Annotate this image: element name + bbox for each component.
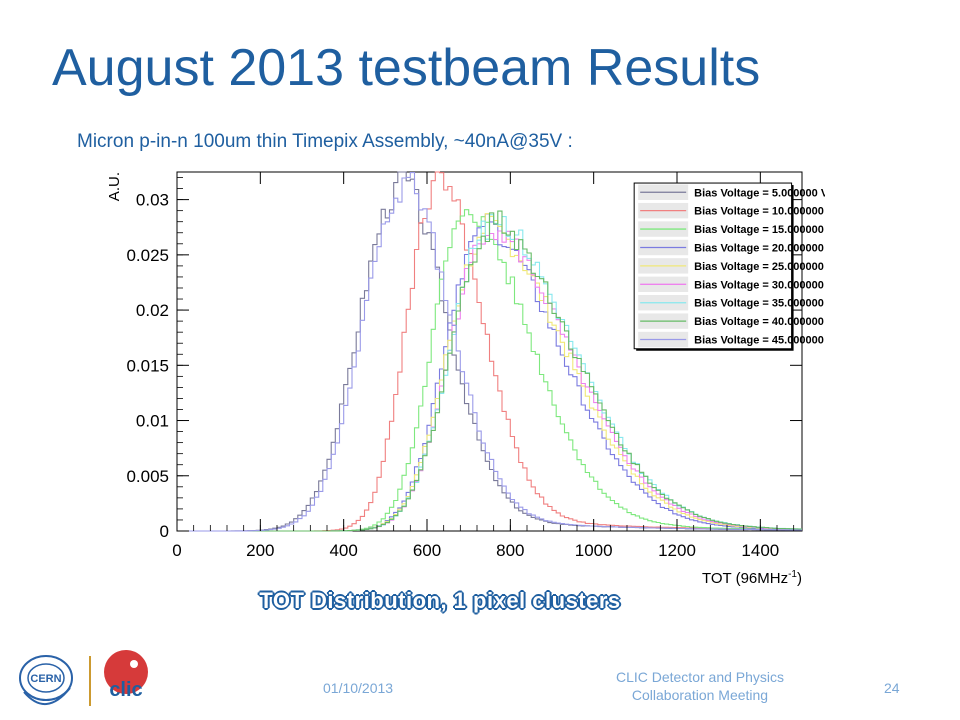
x-tick-label: 600 [413, 541, 441, 560]
footer-conference-line1: CLIC Detector and Physics [615, 669, 785, 685]
legend-entry: Bias Voltage = 35.000000 V [694, 298, 825, 310]
logos: CERN clic [19, 650, 148, 706]
chart-caption: TOT Distribution, 1 pixel clusters [259, 588, 621, 613]
y-tick-label: 0.03 [136, 191, 169, 210]
y-tick-label: 0.015 [126, 356, 169, 375]
tot-histogram-chart: 0 0.005 0.01 0.015 0.02 0.025 0.03 0 200 400 600 80… [106, 171, 825, 587]
legend-entry: Bias Voltage = 45.000000 V [694, 335, 825, 347]
legend-entry: Bias Voltage = 10.000000 V [694, 206, 825, 218]
footer-conference: CLIC Detector and Physics Collaboration … [590, 668, 810, 704]
footer-date: 01/10/2013 [323, 680, 394, 696]
x-axis-label: TOT (96MHz-1) [702, 569, 802, 587]
x-tick-label: 200 [246, 541, 274, 560]
clic-logo: clic [104, 650, 148, 701]
series-line-8 [177, 210, 802, 532]
x-tick-label: 400 [329, 541, 357, 560]
cern-logo: CERN [19, 655, 73, 705]
clic-logo-text: clic [109, 679, 142, 701]
x-tick-label: 1200 [658, 541, 696, 560]
legend-entry: Bias Voltage = 30.000000 V [694, 279, 825, 291]
y-tick-label: 0.005 [126, 467, 169, 486]
y-tick-label: 0 [160, 522, 169, 541]
legend-entry: Bias Voltage = 40.000000 V [694, 316, 825, 328]
x-tick-label: 0 [172, 541, 181, 560]
y-tick-label: 0.02 [136, 301, 169, 320]
y-tick-label: 0.01 [136, 412, 169, 431]
x-tick-label: 1000 [575, 541, 613, 560]
slide-title: August 2013 testbeam Results [52, 39, 761, 97]
slide-subtitle: Micron p-in-n 100um thin Timepix Assembl… [77, 131, 573, 152]
y-tick-label: 0.025 [126, 246, 169, 265]
legend-entry: Bias Voltage = 20.000000 V [694, 242, 825, 254]
x-tick-label: 800 [496, 541, 524, 560]
legend-entry: Bias Voltage = 25.000000 V [694, 261, 825, 273]
legend-entry: Bias Voltage = 5.000000 V [694, 187, 825, 199]
y-axis-label: A.U. [106, 172, 123, 201]
legend: Bias Voltage = 5.000000 V Bias Voltage = … [633, 182, 825, 351]
x-tick-label: 1400 [741, 541, 779, 560]
cern-logo-text: CERN [30, 673, 61, 685]
footer-conference-line2: Collaboration Meeting [631, 687, 769, 703]
page-number: 24 [884, 680, 900, 696]
series-line-9 [177, 172, 802, 532]
legend-entry: Bias Voltage = 15.000000 V [694, 224, 825, 236]
